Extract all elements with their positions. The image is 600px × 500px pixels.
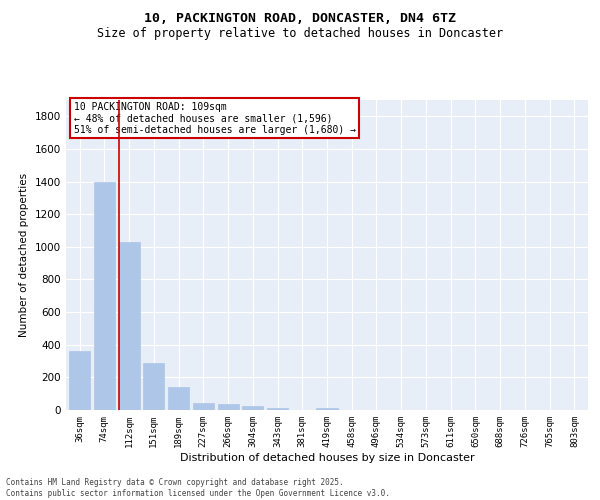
Bar [267, 408, 288, 410]
Bar [242, 406, 263, 410]
Text: 10 PACKINGTON ROAD: 109sqm
← 48% of detached houses are smaller (1,596)
51% of s: 10 PACKINGTON ROAD: 109sqm ← 48% of deta… [74, 102, 356, 134]
Bar [143, 362, 164, 410]
X-axis label: Distribution of detached houses by size in Doncaster: Distribution of detached houses by size … [179, 452, 475, 462]
Y-axis label: Number of detached properties: Number of detached properties [19, 173, 29, 337]
Bar [193, 404, 214, 410]
Bar [168, 387, 189, 410]
Text: Size of property relative to detached houses in Doncaster: Size of property relative to detached ho… [97, 28, 503, 40]
Bar [218, 404, 239, 410]
Text: Contains HM Land Registry data © Crown copyright and database right 2025.
Contai: Contains HM Land Registry data © Crown c… [6, 478, 390, 498]
Text: 10, PACKINGTON ROAD, DONCASTER, DN4 6TZ: 10, PACKINGTON ROAD, DONCASTER, DN4 6TZ [144, 12, 456, 26]
Bar [119, 242, 140, 410]
Bar [94, 182, 115, 410]
Bar [69, 352, 90, 410]
Bar [316, 408, 338, 410]
